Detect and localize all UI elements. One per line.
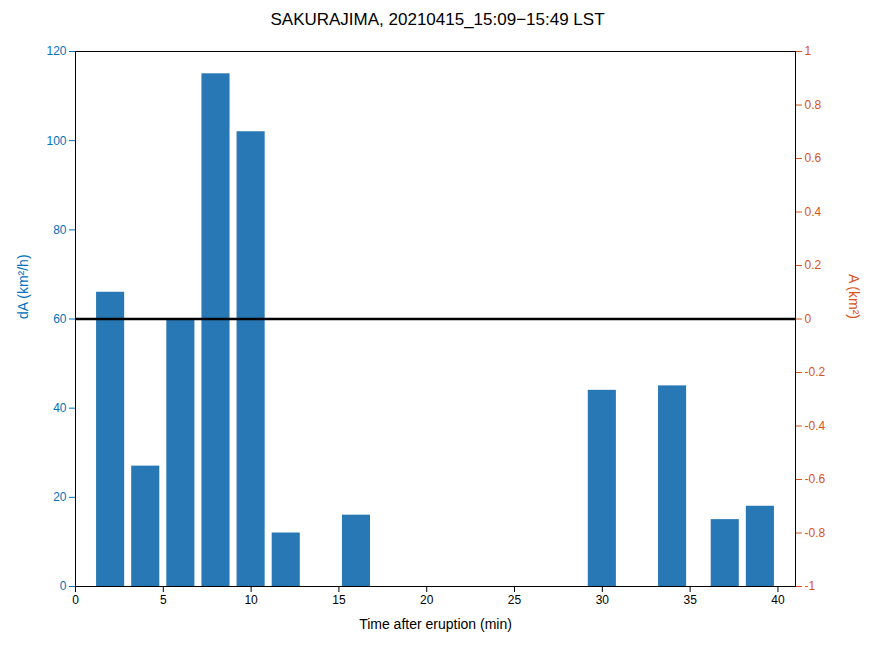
svg-text:Time after eruption (min): Time after eruption (min) xyxy=(359,616,512,632)
svg-text:80: 80 xyxy=(53,223,67,237)
svg-text:25: 25 xyxy=(508,593,522,607)
svg-text:20: 20 xyxy=(420,593,434,607)
svg-text:0.4: 0.4 xyxy=(805,205,822,219)
svg-text:0: 0 xyxy=(805,312,812,326)
svg-text:40: 40 xyxy=(771,593,785,607)
svg-text:60: 60 xyxy=(53,312,67,326)
svg-text:dA (km²/h): dA (km²/h) xyxy=(15,254,31,319)
svg-text:-0.8: -0.8 xyxy=(805,526,826,540)
svg-text:20: 20 xyxy=(53,490,67,504)
svg-text:-1: -1 xyxy=(805,579,816,593)
svg-text:120: 120 xyxy=(46,44,66,58)
svg-text:0: 0 xyxy=(60,579,67,593)
svg-text:40: 40 xyxy=(53,401,67,415)
svg-text:5: 5 xyxy=(160,593,167,607)
svg-text:35: 35 xyxy=(683,593,697,607)
svg-text:30: 30 xyxy=(596,593,610,607)
svg-text:0.2: 0.2 xyxy=(805,258,822,272)
svg-text:0.6: 0.6 xyxy=(805,151,822,165)
svg-text:100: 100 xyxy=(46,134,66,148)
svg-text:10: 10 xyxy=(244,593,258,607)
html-text:SAKURAJIMA, 20210415_15:09−15:: SAKURAJIMA, 20210415_15:09−15:49 LST xyxy=(270,10,605,29)
svg-text:1: 1 xyxy=(805,44,812,58)
svg-text:-0.2: -0.2 xyxy=(805,365,826,379)
svg-text:0.8: 0.8 xyxy=(805,98,822,112)
svg-text:-0.6: -0.6 xyxy=(805,472,826,486)
svg-text:0: 0 xyxy=(72,593,79,607)
svg-text:15: 15 xyxy=(332,593,346,607)
svg-text:-0.4: -0.4 xyxy=(805,419,826,433)
svg-text:A (km²): A (km²) xyxy=(846,274,862,319)
